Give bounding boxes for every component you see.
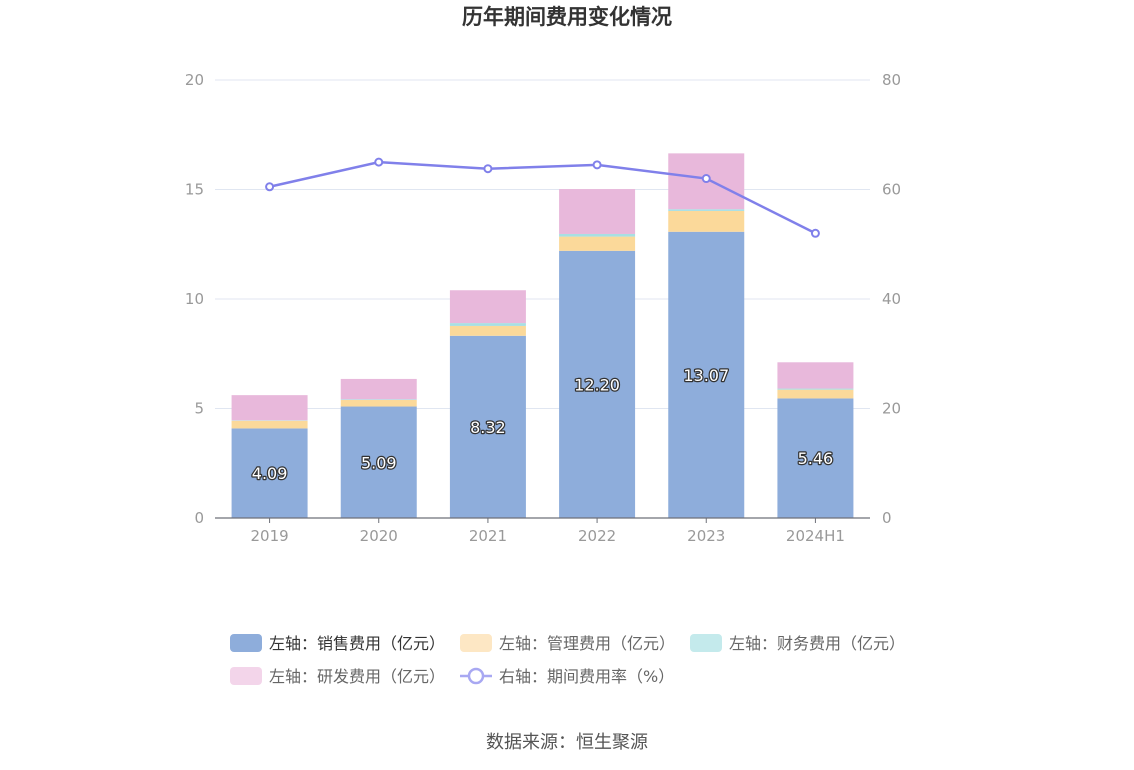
legend-item[interactable]: 左轴：财务费用（亿元） (690, 634, 905, 653)
bar-segment (559, 237, 635, 251)
right-axis-tick-label: 20 (882, 400, 901, 418)
left-axis-tick-label: 0 (194, 509, 204, 527)
bar-segment (777, 390, 853, 399)
right-axis-tick-label: 0 (882, 509, 892, 527)
bar-segment (341, 379, 417, 399)
bar-segment (341, 400, 417, 407)
legend-swatch (230, 634, 262, 652)
x-axis-tick-label: 2020 (360, 527, 398, 545)
bar-segment (777, 389, 853, 390)
legend-swatch (460, 634, 492, 652)
bar-segment (668, 209, 744, 211)
bar-value-label: 5.46 (798, 449, 834, 468)
x-axis-tick-label: 2022 (578, 527, 616, 545)
bar-segment (668, 211, 744, 232)
right-axis-tick-label: 60 (882, 181, 901, 199)
rate-point (703, 175, 710, 182)
left-axis-tick-label: 15 (185, 181, 204, 199)
legend-swatch (690, 634, 722, 652)
chart-title: 历年期间费用变化情况 (462, 5, 672, 29)
bar-segment (232, 395, 308, 420)
bar-value-label: 8.32 (470, 418, 506, 437)
bar-value-label: 5.09 (361, 453, 397, 472)
legend-label: 左轴：财务费用（亿元） (729, 634, 905, 653)
bar-segment (450, 326, 526, 336)
rate-point (594, 161, 601, 168)
left-axis-tick-label: 10 (185, 290, 204, 308)
left-axis-tick-label: 20 (185, 71, 204, 89)
x-axis-tick-label: 2021 (469, 527, 507, 545)
bar-value-label: 13.07 (683, 366, 729, 385)
legend-label: 左轴：管理费用（亿元） (499, 634, 675, 653)
rate-point (484, 165, 491, 172)
bar-layer (232, 153, 854, 518)
x-axis-tick-label: 2019 (250, 527, 288, 545)
legend-item[interactable]: 左轴：管理费用（亿元） (460, 634, 675, 653)
bar-segment (559, 234, 635, 237)
rate-point (375, 159, 382, 166)
data-source-text: 数据来源：恒生聚源 (0, 728, 1134, 754)
bar-segment (450, 290, 526, 323)
bar-segment (232, 421, 308, 429)
rate-point (812, 230, 819, 237)
legend-item[interactable]: 右轴：期间费用率（%） (460, 667, 674, 686)
right-axis-tick-label: 40 (882, 290, 901, 308)
rate-point (266, 183, 273, 190)
bar-segment (341, 399, 417, 400)
left-axis-tick-label: 5 (194, 400, 204, 418)
legend-label: 左轴：研发费用（亿元） (269, 667, 445, 686)
bar-segment (777, 362, 853, 388)
right-axis-tick-label: 80 (882, 71, 901, 89)
legend-item[interactable]: 左轴：研发费用（亿元） (230, 667, 445, 686)
legend-swatch (230, 667, 262, 685)
label-layer: 4.09 5.09 8.32 12.20 13.07 5.46 (252, 366, 833, 483)
legend: 左轴：销售费用（亿元） 左轴：管理费用（亿元） 左轴：财务费用（亿元） 左轴：研发费用… (230, 634, 905, 686)
legend-label: 右轴：期间费用率（%） (499, 667, 674, 686)
bar-segment (559, 189, 635, 234)
x-axis-tick-label: 2024H1 (786, 527, 845, 545)
legend-label: 左轴：销售费用（亿元） (269, 634, 445, 653)
grid-layer (215, 80, 870, 409)
x-axis-tick-label: 2023 (687, 527, 725, 545)
legend-marker (469, 669, 483, 683)
bar-value-label: 4.09 (252, 464, 288, 483)
bar-value-label: 12.20 (574, 375, 620, 394)
bar-segment (450, 323, 526, 326)
legend-item[interactable]: 左轴：销售费用（亿元） (230, 634, 445, 653)
